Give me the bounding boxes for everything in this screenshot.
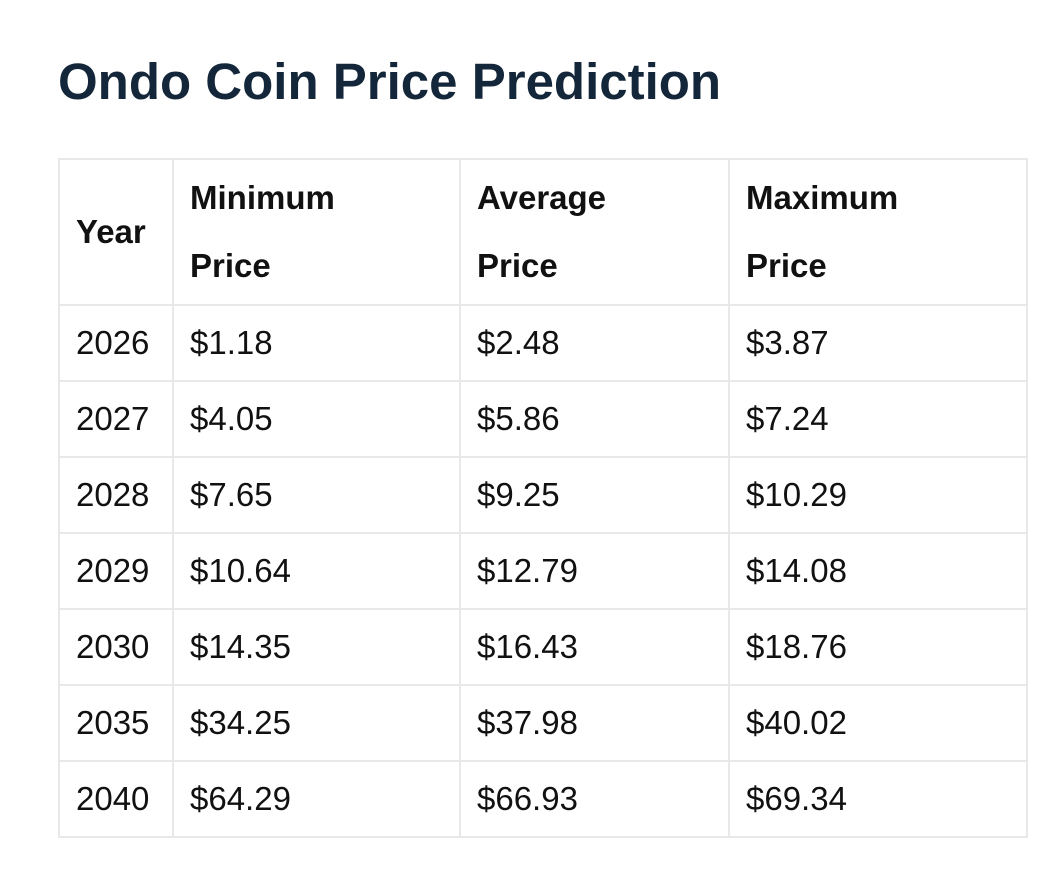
- cell-year: 2026: [58, 304, 174, 382]
- header-average-line-1: Average: [477, 179, 607, 216]
- cell-average-price: $16.43: [459, 608, 730, 686]
- cell-minimum-price: $34.25: [172, 684, 461, 762]
- cell-year: 2035: [58, 684, 174, 762]
- table-row: 2027 $4.05 $5.86 $7.24: [58, 380, 1028, 458]
- cell-year: 2029: [58, 532, 174, 610]
- table-row: 2028 $7.65 $9.25 $10.29: [58, 456, 1028, 534]
- cell-maximum-price: $40.02: [728, 684, 1028, 762]
- cell-maximum-price: $69.34: [728, 760, 1028, 838]
- cell-year: 2030: [58, 608, 174, 686]
- header-minimum-line-1: Minimum: [190, 179, 335, 216]
- header-average-line-2: Price: [477, 247, 558, 284]
- table-row: 2029 $10.64 $12.79 $14.08: [58, 532, 1028, 610]
- cell-maximum-price: $14.08: [728, 532, 1028, 610]
- cell-maximum-price: $18.76: [728, 608, 1028, 686]
- cell-minimum-price: $7.65: [172, 456, 461, 534]
- cell-maximum-price: $7.24: [728, 380, 1028, 458]
- cell-average-price: $2.48: [459, 304, 730, 382]
- table-row: 2035 $34.25 $37.98 $40.02: [58, 684, 1028, 762]
- table-row: 2040 $64.29 $66.93 $69.34: [58, 760, 1028, 838]
- cell-minimum-price: $64.29: [172, 760, 461, 838]
- header-average-price: Average Price: [459, 158, 730, 306]
- header-maximum-price: Maximum Price: [728, 158, 1028, 306]
- cell-year: 2027: [58, 380, 174, 458]
- price-prediction-table: Year Minimum Price Average Price Maximum…: [58, 158, 1028, 838]
- header-maximum-line-2: Price: [746, 247, 827, 284]
- header-year: Year: [58, 158, 174, 306]
- cell-maximum-price: $3.87: [728, 304, 1028, 382]
- table-header-row: Year Minimum Price Average Price Maximum…: [58, 158, 1028, 306]
- table-row: 2026 $1.18 $2.48 $3.87: [58, 304, 1028, 382]
- cell-year: 2028: [58, 456, 174, 534]
- header-minimum-price: Minimum Price: [172, 158, 461, 306]
- table-row: 2030 $14.35 $16.43 $18.76: [58, 608, 1028, 686]
- header-minimum-line-2: Price: [190, 247, 271, 284]
- header-maximum-line-1: Maximum: [746, 179, 899, 216]
- cell-minimum-price: $14.35: [172, 608, 461, 686]
- cell-average-price: $9.25: [459, 456, 730, 534]
- page-title: Ondo Coin Price Prediction: [58, 53, 722, 110]
- cell-year: 2040: [58, 760, 174, 838]
- cell-average-price: $66.93: [459, 760, 730, 838]
- cell-minimum-price: $1.18: [172, 304, 461, 382]
- cell-maximum-price: $10.29: [728, 456, 1028, 534]
- cell-average-price: $12.79: [459, 532, 730, 610]
- cell-average-price: $5.86: [459, 380, 730, 458]
- cell-minimum-price: $4.05: [172, 380, 461, 458]
- cell-average-price: $37.98: [459, 684, 730, 762]
- cell-minimum-price: $10.64: [172, 532, 461, 610]
